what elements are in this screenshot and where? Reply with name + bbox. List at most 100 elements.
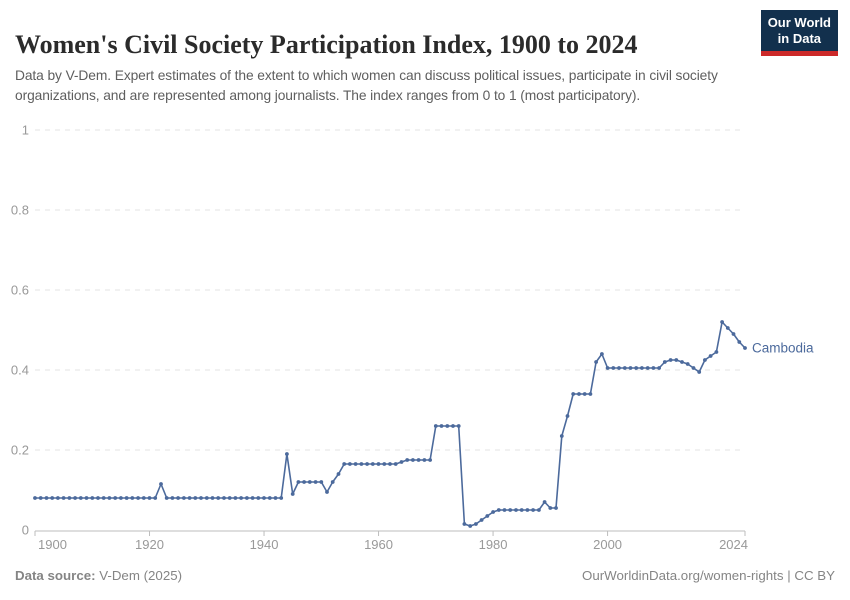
data-point-marker[interactable] xyxy=(330,480,335,484)
data-point-marker[interactable] xyxy=(153,496,158,500)
data-point-marker[interactable] xyxy=(164,496,169,500)
data-point-marker[interactable] xyxy=(307,480,312,484)
data-point-marker[interactable] xyxy=(141,496,146,500)
data-point-marker[interactable] xyxy=(428,458,432,462)
data-point-marker[interactable] xyxy=(519,508,524,512)
data-point-marker[interactable] xyxy=(348,462,352,466)
data-point-marker[interactable] xyxy=(542,500,547,504)
data-point-marker[interactable] xyxy=(657,366,661,370)
data-point-marker[interactable] xyxy=(468,524,473,528)
data-point-marker[interactable] xyxy=(600,352,604,356)
data-point-marker[interactable] xyxy=(296,480,301,484)
data-point-marker[interactable] xyxy=(210,496,215,500)
footer-license[interactable]: CC BY xyxy=(794,568,835,583)
data-point-marker[interactable] xyxy=(697,370,702,374)
data-point-marker[interactable] xyxy=(411,458,415,462)
data-point-marker[interactable] xyxy=(124,496,129,500)
data-point-marker[interactable] xyxy=(119,496,123,500)
data-point-marker[interactable] xyxy=(250,496,255,500)
data-point-marker[interactable] xyxy=(199,496,203,500)
data-point-marker[interactable] xyxy=(147,496,152,500)
data-point-marker[interactable] xyxy=(159,482,163,486)
data-point-marker[interactable] xyxy=(708,354,713,358)
data-point-marker[interactable] xyxy=(433,424,438,428)
data-point-marker[interactable] xyxy=(731,332,736,336)
owid-logo[interactable]: Our World in Data xyxy=(760,10,838,56)
data-point-marker[interactable] xyxy=(279,496,284,500)
data-point-marker[interactable] xyxy=(703,358,707,362)
data-point-marker[interactable] xyxy=(376,462,381,466)
data-point-marker[interactable] xyxy=(73,496,77,500)
data-point-marker[interactable] xyxy=(182,496,186,500)
data-point-marker[interactable] xyxy=(725,326,730,330)
data-point-marker[interactable] xyxy=(416,458,421,462)
data-point-marker[interactable] xyxy=(640,366,644,370)
data-point-marker[interactable] xyxy=(90,496,95,500)
data-point-marker[interactable] xyxy=(674,358,679,362)
data-point-marker[interactable] xyxy=(56,496,60,500)
data-point-marker[interactable] xyxy=(743,346,747,350)
data-point-marker[interactable] xyxy=(662,360,667,364)
data-point-marker[interactable] xyxy=(61,496,66,500)
data-point-marker[interactable] xyxy=(548,506,553,510)
data-point-marker[interactable] xyxy=(514,508,518,512)
data-point-marker[interactable] xyxy=(325,490,329,494)
data-point-marker[interactable] xyxy=(336,472,341,476)
data-point-marker[interactable] xyxy=(388,462,392,466)
data-point-marker[interactable] xyxy=(720,320,724,324)
data-point-marker[interactable] xyxy=(439,424,444,428)
data-point-marker[interactable] xyxy=(393,462,398,466)
data-point-marker[interactable] xyxy=(622,366,627,370)
data-point-marker[interactable] xyxy=(382,462,387,466)
data-point-marker[interactable] xyxy=(245,496,249,500)
data-point-marker[interactable] xyxy=(399,460,404,464)
data-point-marker[interactable] xyxy=(342,462,347,466)
data-point-marker[interactable] xyxy=(267,496,272,500)
data-point-marker[interactable] xyxy=(462,522,467,526)
footer-link[interactable]: OurWorldinData.org/women-rights xyxy=(582,568,784,583)
data-point-marker[interactable] xyxy=(405,458,410,462)
data-point-marker[interactable] xyxy=(359,462,364,466)
data-point-marker[interactable] xyxy=(531,508,535,512)
data-point-marker[interactable] xyxy=(290,492,295,496)
data-point-marker[interactable] xyxy=(571,392,576,396)
data-point-marker[interactable] xyxy=(107,496,112,500)
data-point-marker[interactable] xyxy=(187,496,192,500)
data-point-marker[interactable] xyxy=(313,480,318,484)
data-point-marker[interactable] xyxy=(227,496,232,500)
data-point-marker[interactable] xyxy=(474,522,478,526)
data-point-marker[interactable] xyxy=(33,496,37,500)
data-point-marker[interactable] xyxy=(78,496,83,500)
data-point-marker[interactable] xyxy=(714,350,719,354)
data-point-marker[interactable] xyxy=(130,496,135,500)
data-point-marker[interactable] xyxy=(594,360,598,364)
data-point-marker[interactable] xyxy=(496,508,501,512)
data-point-marker[interactable] xyxy=(101,496,106,500)
data-point-marker[interactable] xyxy=(456,424,461,428)
data-point-marker[interactable] xyxy=(651,366,656,370)
data-point-marker[interactable] xyxy=(525,508,530,512)
data-point-marker[interactable] xyxy=(67,496,72,500)
data-point-marker[interactable] xyxy=(502,508,507,512)
data-point-marker[interactable] xyxy=(577,392,581,396)
data-point-marker[interactable] xyxy=(554,506,558,510)
data-point-marker[interactable] xyxy=(605,366,610,370)
data-point-marker[interactable] xyxy=(256,496,261,500)
data-point-marker[interactable] xyxy=(617,366,621,370)
data-point-marker[interactable] xyxy=(193,496,198,500)
data-point-marker[interactable] xyxy=(365,462,369,466)
data-point-marker[interactable] xyxy=(588,392,593,396)
data-point-marker[interactable] xyxy=(537,508,541,512)
data-point-marker[interactable] xyxy=(691,366,696,370)
data-point-marker[interactable] xyxy=(628,366,633,370)
data-point-marker[interactable] xyxy=(491,510,495,514)
data-point-marker[interactable] xyxy=(685,362,690,366)
data-point-marker[interactable] xyxy=(353,462,358,466)
data-point-marker[interactable] xyxy=(611,366,616,370)
data-point-marker[interactable] xyxy=(50,496,55,500)
data-point-marker[interactable] xyxy=(262,496,266,500)
data-point-marker[interactable] xyxy=(451,424,455,428)
data-point-marker[interactable] xyxy=(582,392,587,396)
data-point-marker[interactable] xyxy=(233,496,238,500)
